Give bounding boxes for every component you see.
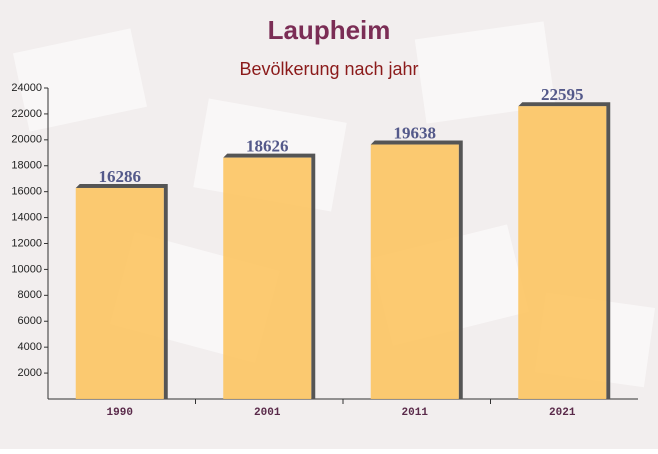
value-label: 22595: [541, 85, 584, 104]
bar: [223, 157, 312, 399]
y-tick-label: 6000: [18, 315, 42, 327]
y-tick-label: 8000: [18, 289, 42, 301]
value-label: 16286: [99, 167, 142, 186]
value-label: 18626: [246, 137, 289, 156]
bar: [518, 106, 607, 400]
bar: [370, 144, 459, 399]
y-tick-label: 18000: [11, 160, 42, 172]
chart-title: Laupheim: [268, 15, 391, 45]
y-tick-label: 16000: [11, 186, 42, 198]
y-tick-label: 24000: [11, 82, 42, 94]
x-tick-label: 2001: [254, 407, 281, 419]
chart-subtitle: Bevölkerung nach jahr: [239, 59, 418, 79]
y-tick-label: 4000: [18, 341, 42, 353]
y-tick-label: 20000: [11, 134, 42, 146]
x-tick-label: 2021: [549, 407, 576, 419]
x-tick-label: 2011: [402, 407, 429, 419]
value-label: 19638: [394, 123, 437, 142]
bar: [75, 187, 164, 399]
y-tick-label: 22000: [11, 108, 42, 120]
x-tick-label: 1990: [107, 407, 133, 419]
y-tick-label: 2000: [18, 367, 42, 379]
y-tick-label: 10000: [11, 263, 42, 275]
y-tick-label: 14000: [11, 211, 42, 223]
y-tick-label: 12000: [11, 237, 42, 249]
